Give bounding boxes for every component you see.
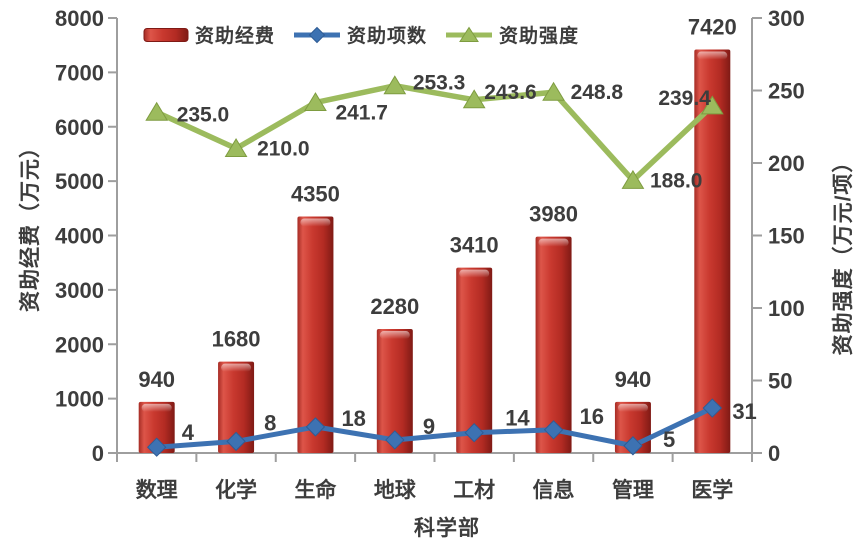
diamond-marker — [464, 422, 484, 443]
projects-value-label: 5 — [663, 427, 675, 452]
intensity-value-label: 248.8 — [571, 81, 624, 104]
category-label: 化学 — [215, 478, 257, 502]
bar-value-label: 2280 — [370, 294, 419, 319]
bar-top-highlight — [697, 51, 728, 60]
projects-value-label: 16 — [580, 404, 604, 429]
line-diamond-swatch-icon — [294, 26, 341, 43]
intensity-value-label: 188.0 — [650, 169, 703, 192]
diamond-marker — [623, 436, 643, 456]
bar-top-highlight — [300, 218, 331, 227]
right-tick-label: 200 — [768, 151, 805, 176]
right-axis-title: 资助强度（万元/项） — [832, 150, 855, 356]
category-label: 管理 — [612, 478, 654, 502]
bar — [456, 267, 493, 453]
projects-value-label: 18 — [341, 406, 365, 431]
left-tick-label: 3000 — [55, 278, 104, 303]
intensity-value-label: 239.4 — [658, 87, 711, 110]
bar-swatch-shape — [143, 27, 189, 42]
bar-top-highlight — [141, 403, 172, 412]
triangle-marker — [542, 81, 565, 101]
bar-top-highlight — [221, 363, 252, 372]
bar — [535, 236, 572, 453]
diamond-swatch-marker — [308, 26, 326, 43]
bar-value-label: 7420 — [688, 15, 737, 40]
intensity-value-label: 243.6 — [484, 81, 537, 104]
projects-line — [156, 405, 714, 450]
bar-value-label: 3410 — [450, 233, 499, 258]
right-tick-label: 250 — [768, 79, 805, 104]
left-tick-label: 4000 — [55, 224, 104, 249]
projects-value-label: 31 — [732, 399, 756, 424]
bar-value-label: 3980 — [529, 202, 578, 227]
legend-item-intensity: 资助强度 — [445, 21, 579, 48]
category-label: 数理 — [136, 479, 178, 502]
left-tick-label: 2000 — [55, 332, 104, 357]
intensity-line — [155, 82, 715, 184]
projects-value-label: 9 — [423, 414, 435, 439]
category-label: 医学 — [691, 478, 733, 502]
left-tick-label: 1000 — [55, 387, 104, 412]
intensity-value-label: 253.3 — [413, 72, 466, 95]
bar — [694, 49, 731, 453]
bar-top-highlight — [617, 403, 648, 412]
bar — [218, 361, 255, 453]
left-tick-label: 6000 — [55, 115, 104, 140]
bar — [297, 216, 334, 453]
bar — [376, 329, 413, 453]
bar-value-label: 4350 — [291, 181, 340, 206]
bar-value-label: 940 — [138, 367, 175, 392]
category-label: 信息 — [533, 478, 575, 502]
left-tick-label: 8000 — [55, 6, 104, 31]
triangle-marker — [224, 138, 248, 157]
legend-item-projects: 资助项数 — [293, 21, 427, 48]
right-tick-label: 0 — [768, 441, 780, 466]
line-triangle-swatch-icon — [446, 26, 493, 42]
triangle-marker — [700, 95, 724, 115]
diamond-marker — [385, 430, 405, 450]
legend-item-funding: 资助经费 — [143, 21, 275, 48]
projects-value-label: 4 — [182, 420, 195, 445]
left-axis-title: 资助经费（万元） — [19, 136, 42, 312]
category-label: 地球 — [374, 478, 417, 502]
x-axis-title: 科学部 — [414, 517, 480, 540]
category-label: 生命 — [294, 478, 337, 502]
legend: 资助经费 资助项数 资助强度 — [143, 21, 579, 48]
bar-swatch-icon — [143, 27, 189, 42]
legend-label-intensity: 资助强度 — [499, 26, 580, 47]
right-tick-label: 300 — [768, 6, 805, 31]
triangle-marker — [462, 89, 486, 109]
bar-top-highlight — [459, 269, 490, 278]
triangle-swatch-marker — [459, 26, 479, 42]
legend-label-projects: 资助项数 — [347, 26, 428, 47]
category-label: 工材 — [453, 478, 495, 502]
triangle-marker — [145, 101, 169, 121]
intensity-value-label: 235.0 — [177, 103, 230, 126]
right-tick-label: 100 — [768, 296, 805, 321]
diamond-marker — [543, 420, 564, 440]
diamond-marker — [702, 398, 723, 418]
bar-top-highlight — [538, 238, 569, 247]
diamond-marker — [305, 417, 326, 437]
legend-label-funding: 资助经费 — [195, 26, 276, 47]
right-tick-label: 150 — [768, 224, 805, 249]
triangle-marker — [383, 75, 407, 95]
left-tick-label: 7000 — [55, 60, 104, 85]
left-tick-label: 5000 — [55, 169, 104, 194]
left-tick-label: 0 — [92, 441, 104, 466]
bar — [138, 401, 175, 453]
intensity-value-label: 210.0 — [257, 138, 310, 161]
triangle-marker — [621, 169, 645, 189]
diamond-marker — [146, 437, 167, 457]
projects-value-label: 14 — [505, 406, 530, 431]
diamond-marker — [226, 431, 246, 452]
right-tick-label: 50 — [768, 369, 792, 394]
bar-value-label: 940 — [615, 367, 652, 392]
triangle-marker — [304, 92, 327, 112]
bar-top-highlight — [379, 331, 410, 340]
intensity-value-label: 241.7 — [335, 102, 388, 125]
bar-value-label: 1680 — [212, 327, 261, 352]
projects-value-label: 8 — [264, 410, 276, 435]
